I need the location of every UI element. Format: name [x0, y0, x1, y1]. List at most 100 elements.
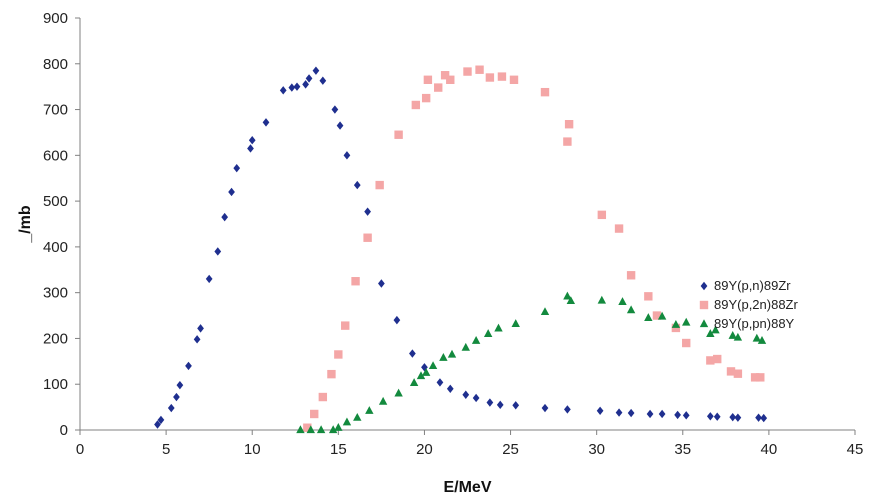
data-point: [342, 417, 352, 426]
data-point: [306, 425, 315, 434]
data-point: [193, 335, 201, 344]
data-point: [343, 151, 351, 160]
x-tick-label: 20: [416, 441, 433, 458]
data-point: [205, 274, 213, 284]
x-tick-label: 5: [162, 441, 170, 458]
data-point: [214, 247, 222, 256]
y-tick-label: 800: [43, 56, 68, 73]
legend-item: 89Y(p,n)89Zr: [700, 278, 791, 293]
data-point: [627, 408, 635, 418]
data-point: [378, 279, 385, 288]
data-point: [674, 410, 681, 420]
data-point: [750, 373, 760, 382]
y-tick-label: 900: [43, 10, 68, 27]
series-2: [303, 65, 765, 432]
data-point: [626, 271, 636, 280]
legend-item: 89Y(p,pn)88Y: [699, 316, 795, 331]
data-point: [305, 74, 313, 83]
data-point: [752, 333, 762, 342]
x-tick-label: 30: [588, 441, 605, 458]
data-point: [733, 332, 743, 341]
data-point: [302, 80, 309, 89]
data-point: [446, 384, 454, 393]
data-point: [615, 408, 623, 417]
series-3: [296, 291, 767, 434]
data-point: [540, 87, 550, 97]
data-point: [511, 319, 520, 327]
data-point: [658, 409, 666, 419]
data-point: [279, 86, 287, 95]
data-point: [336, 121, 344, 130]
series-layer: [154, 65, 768, 434]
legend-label: 89Y(p,2n)88Zr: [714, 297, 798, 312]
data-point: [393, 315, 401, 325]
data-point: [363, 233, 372, 242]
data-point: [423, 75, 433, 84]
data-point: [486, 398, 494, 407]
x-ticks: 0 5 10 15 20 25 30 35 40 45: [76, 430, 863, 458]
data-point: [316, 425, 326, 434]
y-tick-label: 0: [60, 422, 68, 439]
data-point: [331, 105, 339, 114]
data-point: [364, 207, 371, 216]
data-point: [657, 311, 667, 320]
y-tick-label: 700: [43, 102, 68, 119]
data-point: [682, 338, 691, 348]
data-point: [176, 380, 184, 390]
data-point: [421, 93, 431, 103]
data-point: [682, 411, 690, 420]
data-point: [626, 305, 636, 314]
data-point: [483, 329, 493, 338]
data-point: [378, 396, 388, 405]
data-point: [711, 325, 720, 334]
data-point: [494, 323, 503, 332]
data-point: [733, 369, 743, 378]
y-ticks: 0 100 200 300 400 500 600 700 800 900: [43, 10, 80, 439]
data-point: [288, 83, 296, 92]
data-point: [221, 212, 229, 222]
data-point: [706, 412, 714, 421]
data-point: [341, 321, 350, 330]
data-point: [614, 224, 624, 233]
data-point: [757, 336, 767, 344]
data-point: [436, 378, 444, 387]
y-tick-label: 400: [43, 239, 68, 256]
data-point: [416, 371, 426, 380]
data-point: [472, 393, 480, 403]
data-point: [447, 349, 457, 358]
data-point: [728, 330, 737, 339]
data-point: [471, 336, 481, 344]
data-point: [157, 415, 165, 425]
data-point: [563, 137, 572, 146]
data-point: [409, 378, 419, 386]
data-point: [428, 361, 438, 370]
x-tick-label: 25: [502, 441, 519, 458]
data-point: [463, 67, 472, 76]
data-point: [652, 311, 662, 320]
y-axis-title: _/mb: [17, 205, 34, 244]
data-point: [540, 307, 550, 316]
data-point: [706, 329, 715, 338]
data-point: [318, 392, 328, 402]
data-point: [328, 425, 338, 434]
axes: [79, 18, 855, 431]
data-point: [394, 130, 403, 139]
data-point: [713, 412, 721, 421]
data-point: [597, 295, 607, 304]
legend-item: 89Y(p,2n)88Zr: [699, 297, 798, 312]
data-point: [564, 405, 571, 414]
y-tick-label: 200: [43, 330, 68, 347]
data-point: [756, 373, 765, 382]
data-point: [671, 323, 681, 333]
data-point: [760, 413, 768, 423]
data-point: [618, 297, 627, 305]
data-point: [375, 180, 384, 190]
data-point: [293, 82, 301, 91]
x-tick-label: 0: [76, 441, 84, 458]
x-tick-label: 10: [244, 441, 261, 458]
data-point: [755, 413, 762, 422]
data-point: [440, 71, 450, 80]
x-tick-label: 40: [761, 441, 778, 458]
data-point: [485, 73, 495, 82]
